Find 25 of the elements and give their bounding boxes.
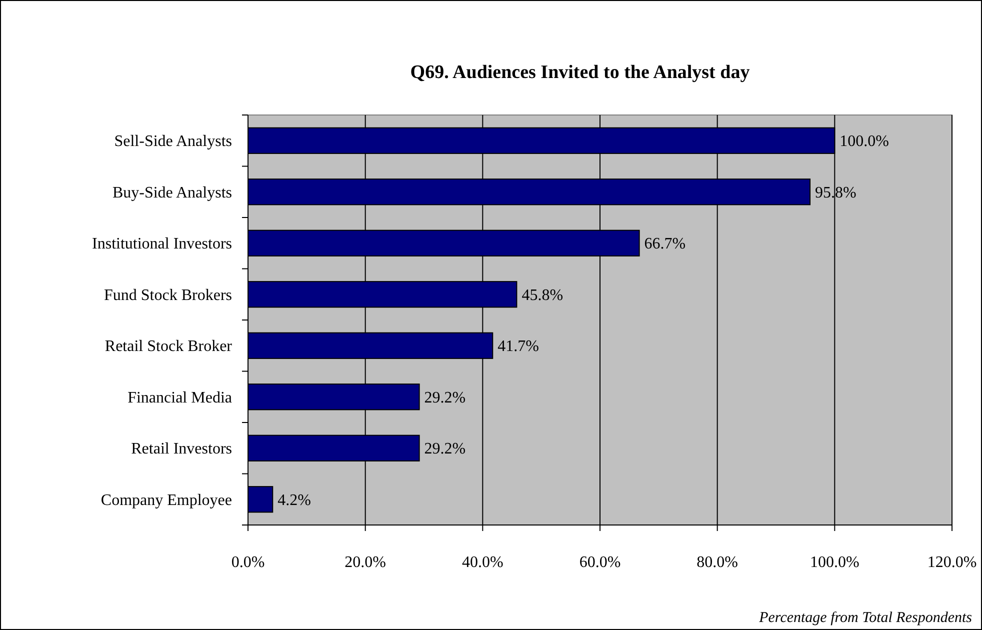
y-tick-label: Company Employee (100, 492, 232, 509)
data-label: 4.2% (278, 492, 311, 509)
y-tick-label: Financial Media (128, 389, 232, 406)
bar (248, 486, 274, 513)
data-label: 66.7% (644, 236, 686, 253)
chart-title: Q69. Audiences Invited to the Analyst day (410, 62, 750, 83)
x-tick-label: 20.0% (344, 554, 386, 571)
y-tick-label: Retail Stock Broker (104, 338, 233, 356)
x-tick-label: 40.0% (462, 554, 504, 571)
x-tick-label: 80.0% (696, 554, 738, 571)
data-label: 29.2% (424, 389, 466, 406)
x-tick-label: 0.0% (231, 554, 265, 571)
y-tick-label: Sell-Side Analysts (114, 133, 232, 150)
x-tick-label: 100.0% (810, 554, 860, 571)
y-tick-label: Fund Stock Brokers (104, 286, 232, 304)
data-label: 45.8% (522, 286, 564, 304)
data-label: 100.0% (840, 133, 889, 150)
y-tick-label: Institutional Investors (92, 236, 232, 253)
x-tick-label: 120.0% (927, 554, 977, 571)
text: Percentage from Total Respondents (758, 610, 972, 626)
y-tick-label: Retail Investors (131, 440, 232, 458)
data-label: 41.7% (498, 338, 539, 356)
y-tick-label: Buy-Side Analysts (112, 184, 232, 202)
data-label: 29.2% (424, 440, 466, 458)
x-tick-label: 60.0% (579, 554, 621, 571)
